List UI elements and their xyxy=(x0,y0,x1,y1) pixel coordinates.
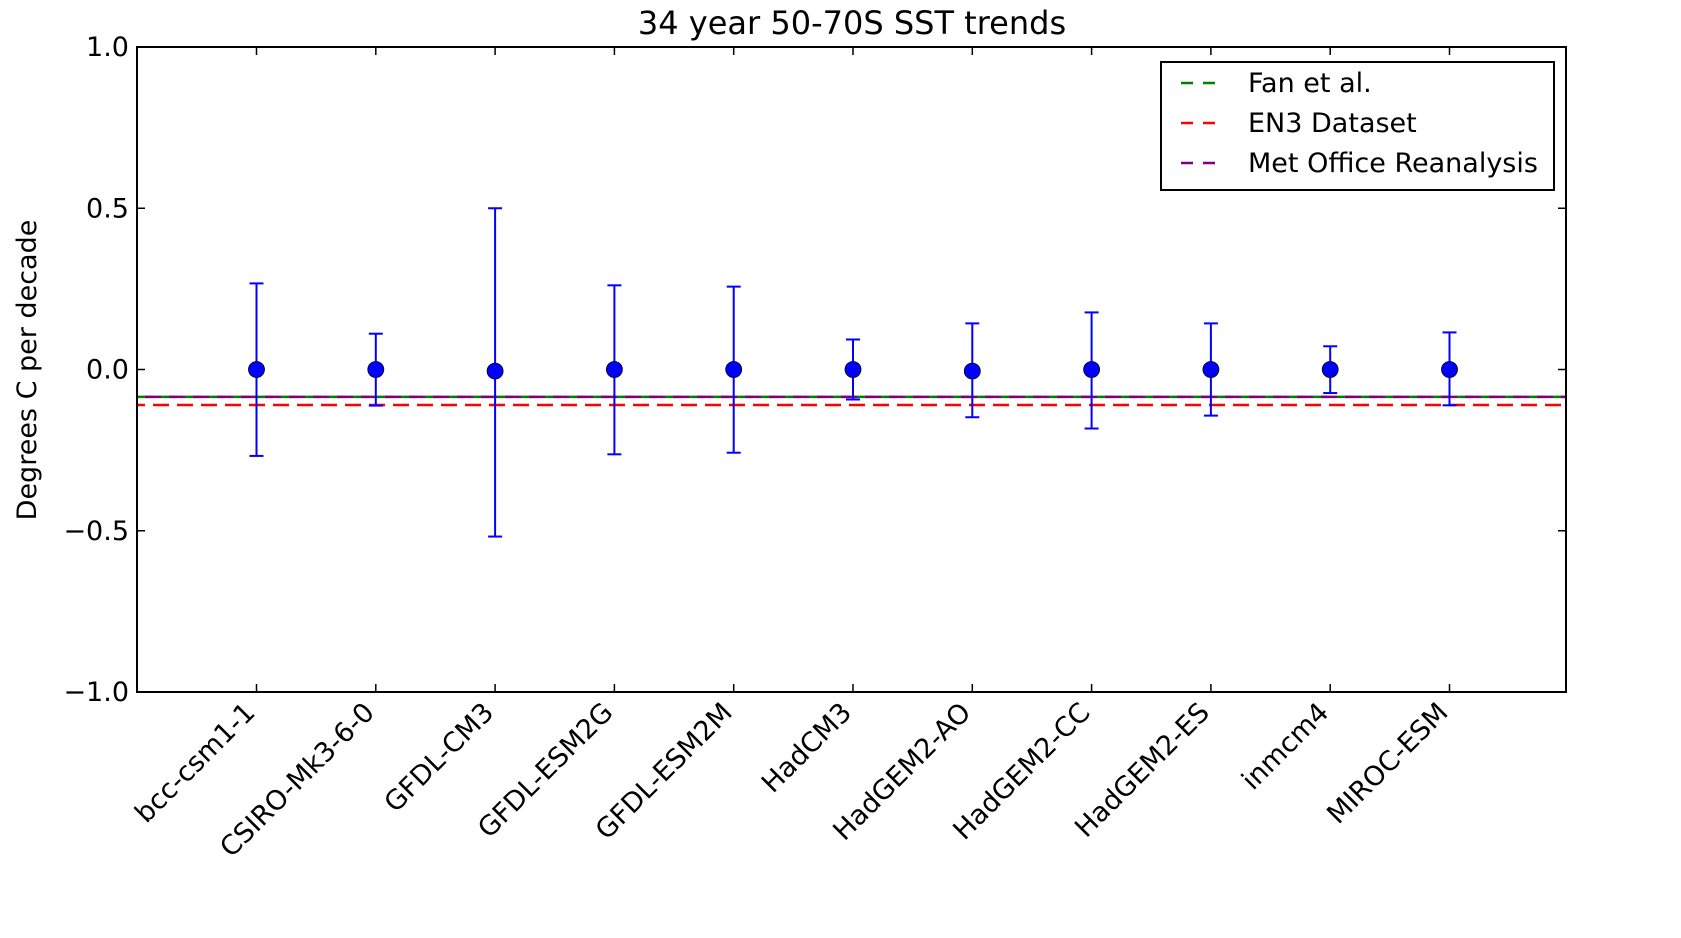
data-point xyxy=(367,361,385,378)
y-tick-label: 1.0 xyxy=(86,32,129,63)
data-point xyxy=(1083,361,1100,378)
y-tick-label: 0.0 xyxy=(86,355,129,386)
x-tick-label: bcc-csm1-1 xyxy=(129,697,261,829)
y-tick-label: −1.0 xyxy=(63,677,129,708)
data-point xyxy=(725,361,743,378)
y-axis-label: Degrees C per decade xyxy=(12,220,43,521)
data-point xyxy=(844,361,862,378)
legend-box xyxy=(1160,61,1555,191)
chart-title: 34 year 50-70S SST trends xyxy=(638,4,1066,42)
data-point xyxy=(1321,361,1339,378)
plot-frame xyxy=(136,46,1567,693)
x-tick-label: inmcm4 xyxy=(1236,697,1335,796)
data-point xyxy=(1441,361,1458,378)
data-point xyxy=(606,361,623,378)
y-tick-label: −0.5 xyxy=(63,516,129,547)
data-point xyxy=(486,362,504,380)
legend-label: EN3 Dataset xyxy=(1248,108,1417,139)
data-point xyxy=(1202,361,1220,378)
data-points xyxy=(248,361,1458,380)
x-tick-label: MIROC-ESM xyxy=(1321,697,1454,830)
data-point xyxy=(963,362,981,380)
x-tick-label: GFDL-CM3 xyxy=(379,697,501,819)
legend-label: Fan et al. xyxy=(1248,68,1372,99)
reference-lines xyxy=(137,395,1566,407)
legend-label: Met Office Reanalysis xyxy=(1248,148,1538,179)
x-tick-label: HadCM3 xyxy=(756,697,858,799)
y-ticks: −1.0 −0.5 0.0 0.5 1.0 xyxy=(63,32,1566,708)
y-tick-label: 0.5 xyxy=(86,193,129,224)
legend: Fan et al. EN3 Dataset Met Office Reanalys… xyxy=(1160,61,1555,191)
data-point xyxy=(248,361,265,378)
